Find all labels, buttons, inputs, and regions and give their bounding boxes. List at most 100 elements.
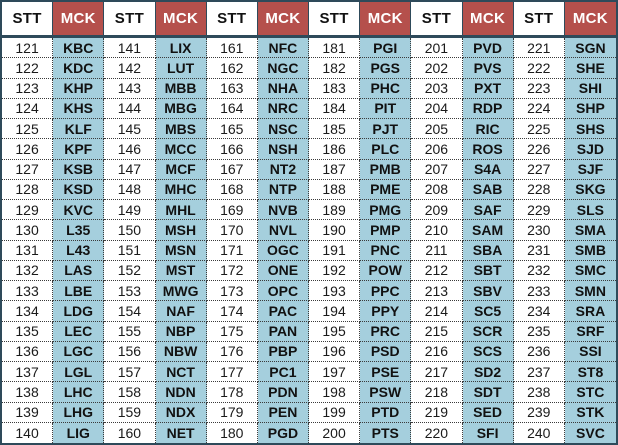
ticker-cell: NFC [257,38,309,59]
ticker-cell: NVL [257,220,309,241]
stt-cell: 228 [513,179,565,200]
stt-cell: 221 [513,38,565,59]
mck-column-header: MCK [462,2,514,38]
ticker-cell: SJF [564,159,616,180]
stt-cell: 122 [2,58,54,79]
stt-cell: 179 [206,402,258,423]
ticker-cell: KSD [53,179,105,200]
stt-cell: 127 [2,159,54,180]
stt-cell: 156 [104,341,156,362]
ticker-cell: NBP [155,321,207,342]
stt-cell: 142 [104,58,156,79]
ticker-cell: MHL [155,200,207,221]
ticker-cell: SBA [462,240,514,261]
stt-cell: 167 [206,159,258,180]
ticker-cell: LUT [155,58,207,79]
ticker-cell: LBE [53,281,105,302]
ticker-cell: NAF [155,301,207,322]
ticker-cell: PMB [360,159,412,180]
stt-cell: 138 [2,382,54,403]
stt-cell: 238 [513,382,565,403]
ticker-cell: SDT [462,382,514,403]
stt-cell: 141 [104,38,156,59]
ticker-cell: RIC [462,119,514,140]
ticker-cell: PMG [360,200,412,221]
ticker-cell: MST [155,260,207,281]
stt-cell: 177 [206,362,258,383]
stt-cell: 208 [411,179,463,200]
ticker-cell: PSW [360,382,412,403]
stt-cell: 192 [309,260,361,281]
ticker-cell: SFI [462,422,514,443]
stt-cell: 239 [513,402,565,423]
stt-cell: 146 [104,139,156,160]
mck-column-header: MCK [360,2,412,38]
ticker-cell: SHP [564,98,616,119]
stt-cell: 143 [104,78,156,99]
stt-cell: 185 [309,119,361,140]
ticker-cell: L35 [53,220,105,241]
stt-cell: 217 [411,362,463,383]
stt-cell: 135 [2,321,54,342]
ticker-cell: NDN [155,382,207,403]
mck-column-header: MCK [564,2,616,38]
ticker-cell: PGI [360,38,412,59]
ticker-cell: KSB [53,159,105,180]
stt-cell: 194 [309,301,361,322]
stt-cell: 133 [2,281,54,302]
ticker-cell: OGC [257,240,309,261]
ticker-cell: KHP [53,78,105,99]
stt-cell: 161 [206,38,258,59]
stt-column-header: STT [2,2,54,38]
ticker-cell: SBV [462,281,514,302]
stt-cell: 132 [2,260,54,281]
ticker-cell: SCS [462,341,514,362]
stt-cell: 181 [309,38,361,59]
ticker-cell: SLS [564,200,616,221]
stt-cell: 131 [2,240,54,261]
stt-cell: 121 [2,38,54,59]
stt-cell: 129 [2,200,54,221]
stt-cell: 149 [104,200,156,221]
ticker-cell: PSE [360,362,412,383]
stt-cell: 168 [206,179,258,200]
stt-cell: 153 [104,281,156,302]
ticker-cell: PEN [257,402,309,423]
stt-cell: 183 [309,78,361,99]
stt-cell: 227 [513,159,565,180]
stt-cell: 173 [206,281,258,302]
stt-cell: 164 [206,98,258,119]
stt-cell: 188 [309,179,361,200]
stt-cell: 203 [411,78,463,99]
ticker-cell: LDG [53,301,105,322]
stt-cell: 187 [309,159,361,180]
stt-cell: 198 [309,382,361,403]
ticker-cell: MSN [155,240,207,261]
ticker-cell: SMN [564,281,616,302]
ticker-cell: SVC [564,422,616,443]
ticker-cell: KLF [53,119,105,140]
stt-cell: 224 [513,98,565,119]
ticker-cell: SAB [462,179,514,200]
stt-cell: 231 [513,240,565,261]
stt-cell: 160 [104,422,156,443]
ticker-cell: MHC [155,179,207,200]
ticker-cell: LGL [53,362,105,383]
ticker-cell: MSH [155,220,207,241]
stt-cell: 152 [104,260,156,281]
stt-column-header: STT [309,2,361,38]
ticker-cell: NVB [257,200,309,221]
stt-cell: 214 [411,301,463,322]
stt-column-header: STT [206,2,258,38]
stt-cell: 171 [206,240,258,261]
ticker-cell: SCR [462,321,514,342]
stt-cell: 195 [309,321,361,342]
stt-cell: 130 [2,220,54,241]
ticker-cell: NBW [155,341,207,362]
stt-cell: 137 [2,362,54,383]
stt-cell: 125 [2,119,54,140]
ticker-cell: SRA [564,301,616,322]
ticker-cell: NET [155,422,207,443]
stt-cell: 204 [411,98,463,119]
